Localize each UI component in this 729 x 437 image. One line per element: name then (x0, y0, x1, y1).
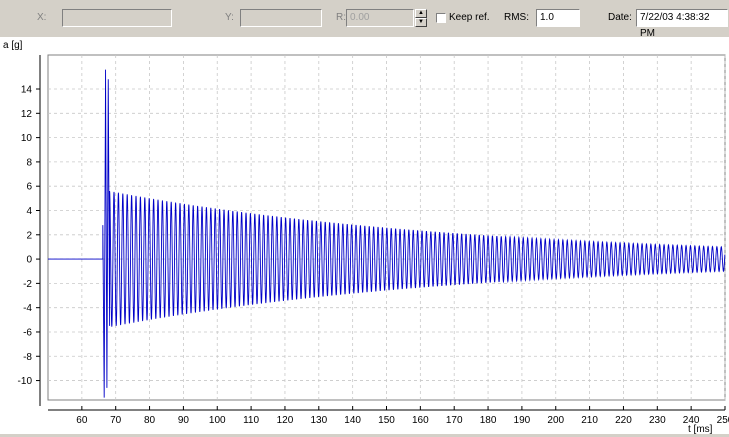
x-tick-label: 220 (615, 415, 632, 426)
x-tick-label: 70 (110, 415, 122, 426)
x-axis-label: t [ms] (688, 424, 713, 434)
y-tick-label: 4 (26, 206, 32, 217)
spin-up-icon[interactable]: ▲ (415, 9, 427, 18)
chart-area[interactable]: a [g] t [ms] 60 70 80 90 100 110 120 130 140 150 1… (0, 37, 729, 435)
y-tick-label: 10 (21, 133, 33, 144)
x-tick-label: 190 (514, 415, 531, 426)
x-tick-label: 100 (209, 415, 226, 426)
x-label: X: (37, 12, 47, 23)
y-tick-label: -4 (23, 303, 32, 314)
signal-line (48, 69, 726, 398)
x-tick-label: 170 (446, 415, 463, 426)
x-tick-label: 250 (717, 415, 729, 426)
y-tick-label: 0 (26, 255, 32, 266)
x-tick-label: 80 (144, 415, 156, 426)
y-tick-label: 2 (26, 230, 32, 241)
plot-frame (47, 54, 726, 401)
rms-label: RMS: (504, 12, 529, 23)
y-tick-label: 12 (21, 109, 33, 120)
rms-field[interactable]: 1.0 (536, 9, 580, 27)
r-label: R: (336, 12, 346, 23)
spin-down-icon[interactable]: ▼ (415, 18, 427, 27)
x-tick-label: 160 (412, 415, 429, 426)
x-tick-label: 90 (178, 415, 190, 426)
axes (36, 55, 726, 411)
x-tick-label: 60 (76, 415, 88, 426)
r-field[interactable]: 0.00 (346, 9, 414, 27)
x-tick-label: 240 (683, 415, 700, 426)
date-label: Date: (608, 12, 632, 23)
y-tick-label: 14 (21, 85, 33, 96)
y-tick-label: 6 (26, 182, 32, 193)
y-tick-label: -8 (23, 352, 32, 363)
y-tick-label: -10 (18, 376, 33, 387)
x-tick-label: 180 (480, 415, 497, 426)
y-tick-label: 8 (26, 157, 32, 168)
y-axis-label: a [g] (3, 40, 23, 51)
y-tick-label: -2 (23, 279, 32, 290)
y-tick-label: -6 (23, 327, 32, 338)
x-tick-label: 150 (378, 415, 395, 426)
y-label: Y: (225, 12, 234, 23)
x-tick-label: 140 (344, 415, 361, 426)
x-tick-label: 200 (547, 415, 564, 426)
signal-plot[interactable]: a [g] t [ms] 60 70 80 90 100 110 120 130 140 150 1… (0, 37, 729, 435)
keep-ref-label: Keep ref. (449, 12, 490, 23)
x-tick-label: 130 (310, 415, 327, 426)
tick-labels: 60 70 80 90 100 110 120 130 140 150 160 170 180 190 20… (18, 85, 729, 426)
x-tick-label: 110 (243, 415, 259, 426)
x-tick-label: 210 (581, 415, 598, 426)
x-tick-label: 120 (277, 415, 294, 426)
x-field[interactable] (62, 9, 172, 27)
r-spinner[interactable]: ▲ ▼ (415, 9, 427, 27)
date-field[interactable]: 7/22/03 4:38:32 PM (636, 9, 728, 39)
toolbar: X: Y: R: 0.00 ▲ ▼ Keep ref. RMS: 1.0 Dat… (0, 0, 729, 39)
keep-ref-checkbox[interactable] (436, 13, 446, 23)
y-field[interactable] (240, 9, 322, 27)
x-tick-label: 230 (649, 415, 666, 426)
